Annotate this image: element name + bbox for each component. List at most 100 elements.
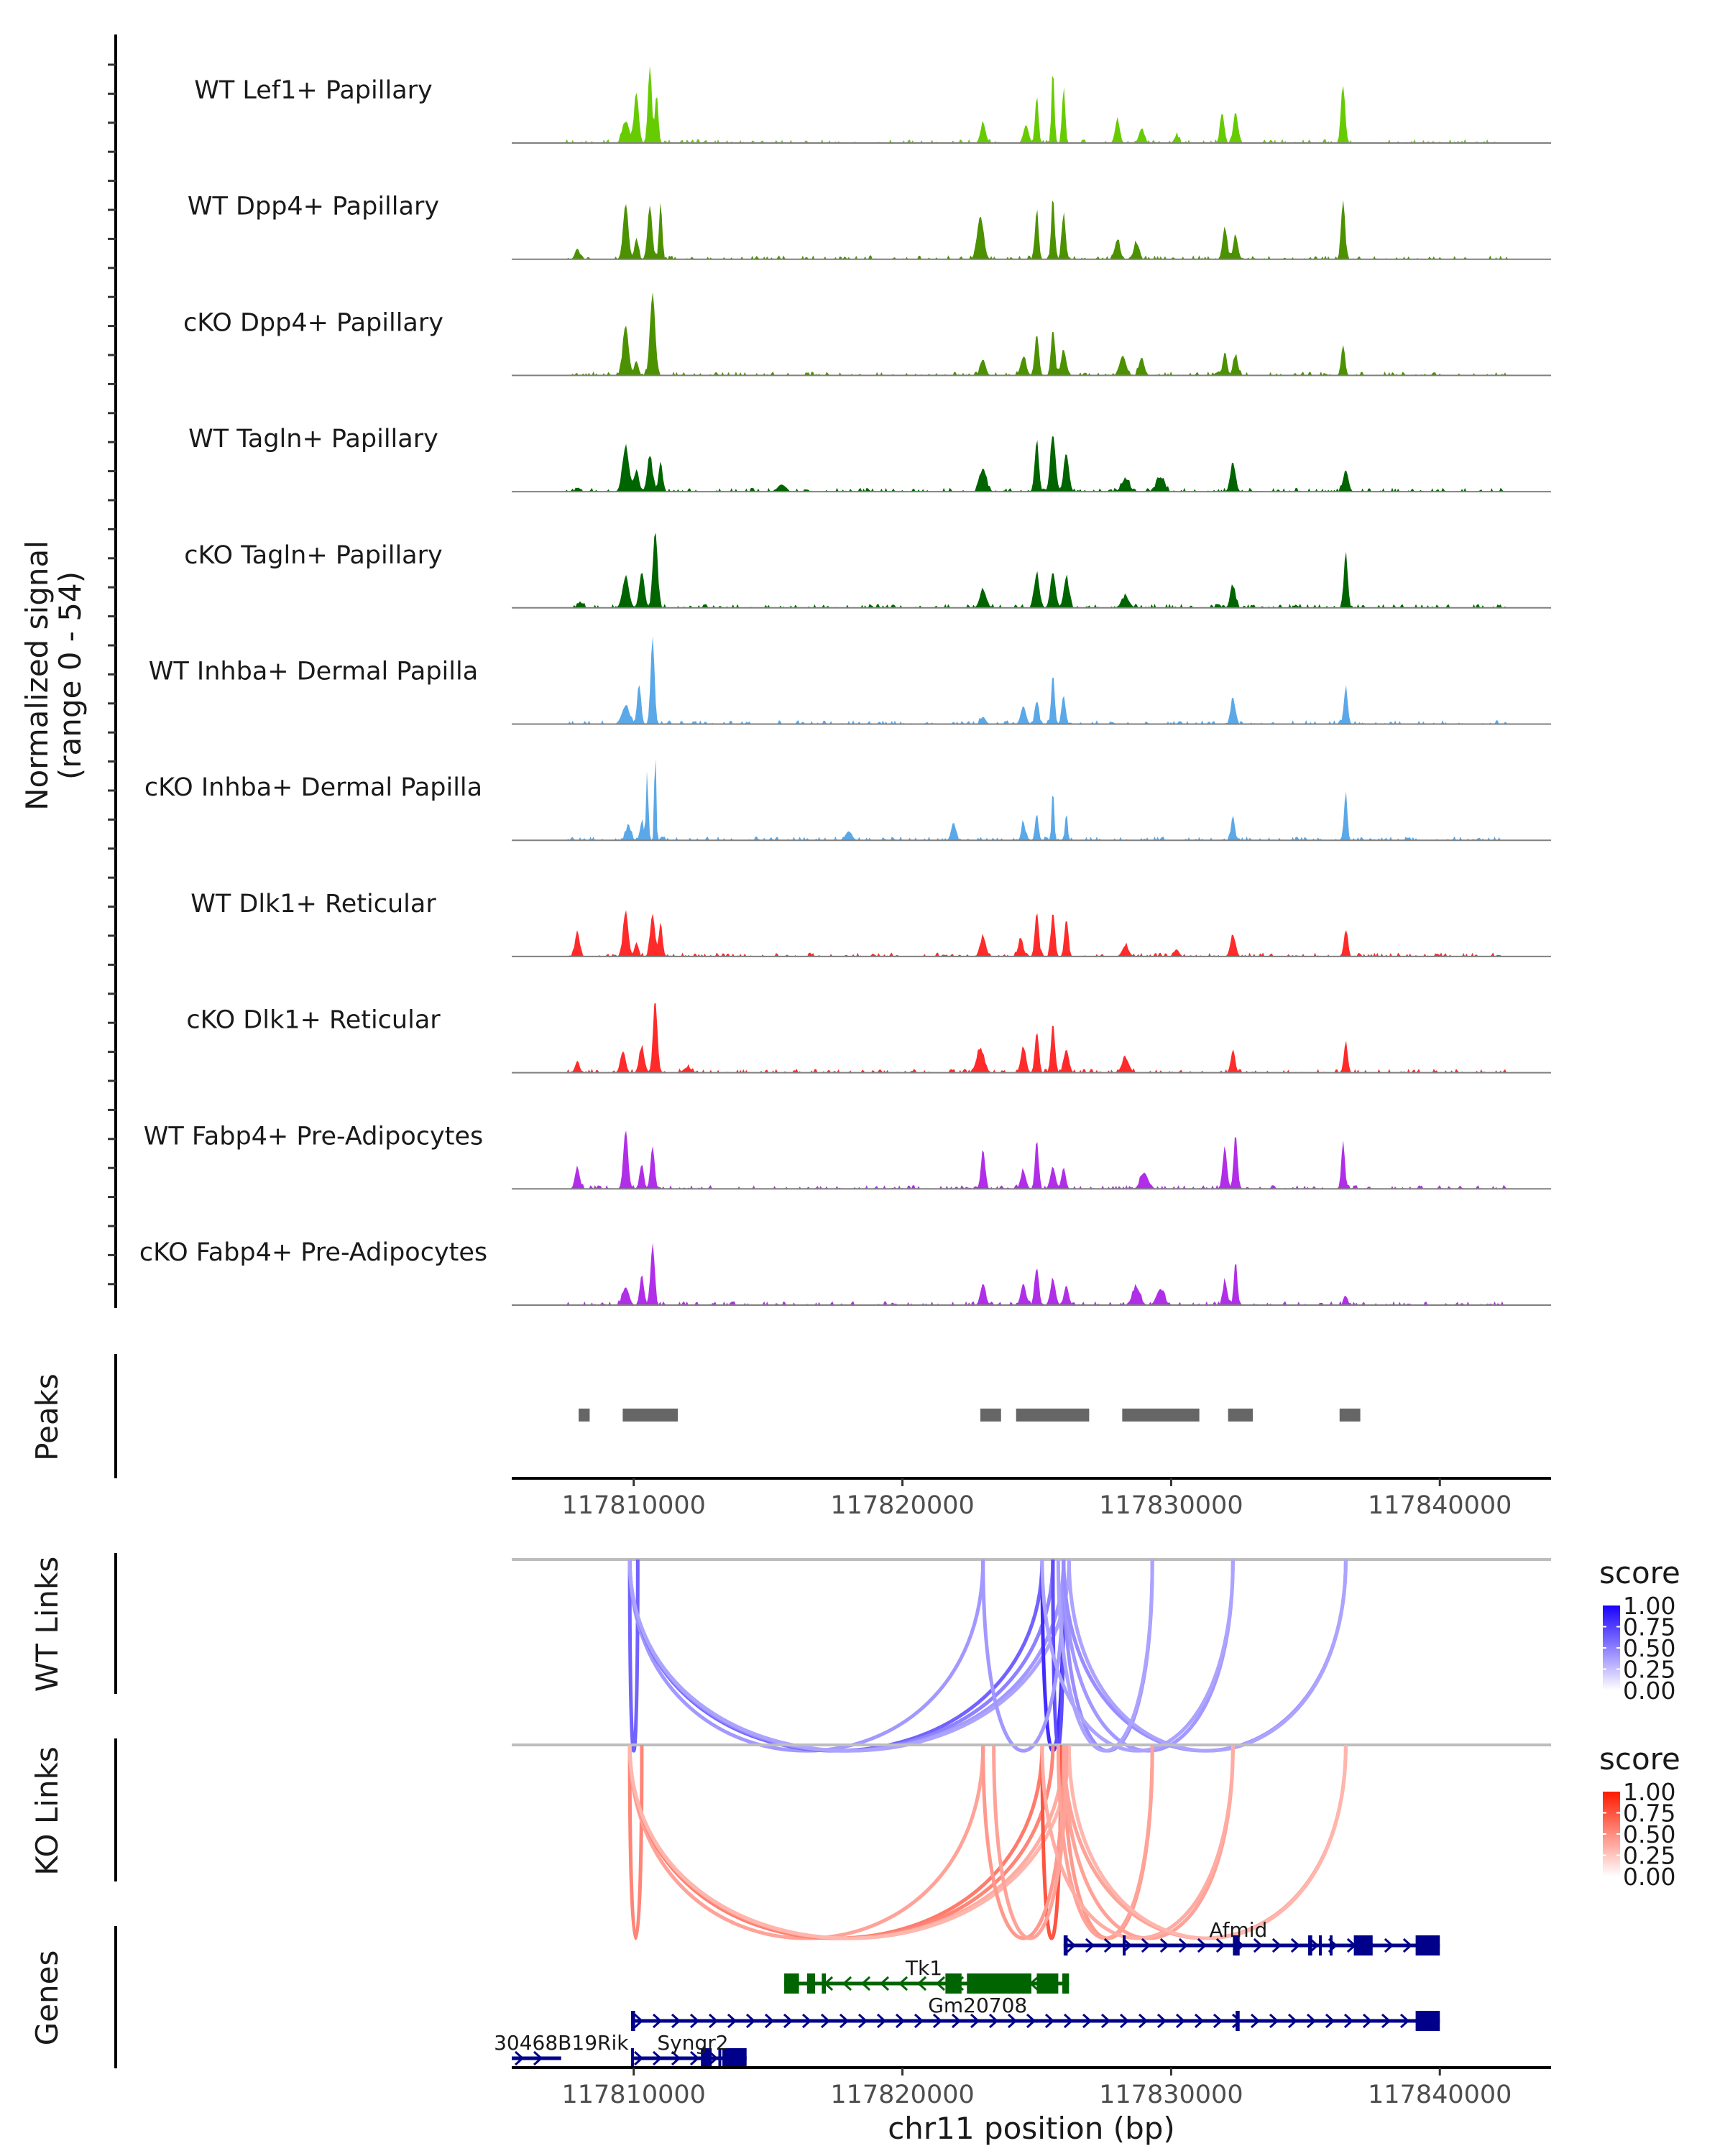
strand-arrow-icon xyxy=(1271,1938,1282,1953)
x-tick-label: 117830000 xyxy=(1099,1491,1243,1520)
signal-track: WT Fabp4+ Pre-Adipocytes xyxy=(144,1122,1551,1190)
genes-panel-label: Genes xyxy=(29,1950,65,2046)
link-arc xyxy=(627,1559,1066,1753)
signal-track: cKO Tagln+ Papillary xyxy=(184,533,1551,609)
signal-track: WT Inhba+ Dermal Papilla xyxy=(149,636,1551,725)
peak-region xyxy=(1122,1409,1200,1422)
x-axis-label: chr11 position (bp) xyxy=(888,2111,1175,2146)
strand-arrow-icon xyxy=(1138,2013,1149,2029)
legend-tick-label: 0.75 xyxy=(1623,1613,1675,1641)
signal-area xyxy=(512,292,1551,376)
strand-arrow-icon xyxy=(727,2013,737,2029)
x-tick-label: 117840000 xyxy=(1368,2081,1512,2109)
link-arc xyxy=(1040,1559,1235,1753)
track-label: WT Inhba+ Dermal Papilla xyxy=(149,658,478,686)
strand-arrow-icon xyxy=(689,2050,700,2066)
legend-tick-label: 0.50 xyxy=(1623,1634,1675,1662)
signal-track: cKO Inhba+ Dermal Papilla xyxy=(144,759,1551,842)
strand-arrow-icon xyxy=(1399,2013,1410,2029)
strand-arrow-icon xyxy=(1194,2013,1205,2029)
strand-arrow-icon xyxy=(1007,2013,1018,2029)
signal-area xyxy=(512,1003,1551,1073)
link-arc xyxy=(627,1559,985,1753)
strand-arrow-icon xyxy=(1178,1938,1189,1953)
link-arc xyxy=(627,1744,1071,1940)
x-tick-label: 117830000 xyxy=(1099,2081,1243,2109)
gene-model: 30468B19Rik xyxy=(494,2031,629,2066)
signal-area xyxy=(512,533,1551,608)
signal-area xyxy=(512,759,1551,841)
signal-track: cKO Dpp4+ Papillary xyxy=(183,292,1551,377)
track-label: WT Dpp4+ Papillary xyxy=(188,193,439,221)
strand-arrow-icon xyxy=(951,2013,962,2029)
strand-arrow-icon xyxy=(1103,1938,1114,1953)
gene-exon xyxy=(1062,1973,1070,1994)
strand-arrow-icon xyxy=(1402,1938,1413,1953)
link-arc xyxy=(627,1744,985,1940)
strand-arrow-icon xyxy=(1100,2013,1111,2029)
gene-exon xyxy=(630,2048,634,2068)
strand-arrow-icon xyxy=(970,2013,980,2029)
strand-arrow-icon xyxy=(1197,1938,1208,1953)
strand-arrow-icon xyxy=(879,1976,890,1991)
strand-arrow-icon xyxy=(1066,1938,1077,1953)
strand-arrow-icon xyxy=(1269,2013,1279,2029)
gene-exon xyxy=(1236,2011,1240,2031)
link-arc xyxy=(627,1559,640,1753)
link-arc xyxy=(1062,1559,1154,1753)
signal-area xyxy=(512,1243,1551,1305)
strand-arrow-icon xyxy=(898,1976,908,1991)
signal-area xyxy=(512,1130,1551,1189)
track-label: cKO Dpp4+ Papillary xyxy=(183,308,443,337)
strand-arrow-icon xyxy=(914,2013,924,2029)
ko-links-panel-label: KO Links xyxy=(29,1746,65,1876)
wt-links-track xyxy=(512,1558,1551,1753)
gene-exon xyxy=(722,2048,747,2068)
link-arc xyxy=(1062,1744,1348,1940)
x-axis-genes: 117810000 117820000 117830000 117840000 xyxy=(512,2066,1551,2109)
track-label: cKO Tagln+ Papillary xyxy=(184,541,443,570)
link-arc xyxy=(1062,1559,1348,1753)
x-tick-label: 117840000 xyxy=(1368,1491,1512,1520)
peak-region xyxy=(1228,1409,1254,1422)
strand-arrow-icon xyxy=(1063,2013,1074,2029)
link-arc xyxy=(1040,1744,1235,1940)
legend-tick-label: 0.50 xyxy=(1623,1820,1675,1848)
strand-arrow-icon xyxy=(860,1976,871,1991)
strand-arrow-icon xyxy=(1213,2013,1223,2029)
strand-arrow-icon xyxy=(1250,2013,1261,2029)
signal-track: cKO Fabp4+ Pre-Adipocytes xyxy=(139,1238,1551,1306)
strand-arrow-icon xyxy=(633,2050,644,2066)
link-arc xyxy=(1056,1559,1154,1753)
x-tick-label: 117810000 xyxy=(562,1491,706,1520)
gene-exon xyxy=(967,1973,1031,1994)
legend-tick-label: 0.00 xyxy=(1623,1863,1675,1891)
strand-arrow-icon xyxy=(764,2013,775,2029)
gene-label: Afmid xyxy=(1209,1918,1267,1942)
strand-arrow-icon xyxy=(1290,1938,1301,1953)
gene-exon xyxy=(1415,1935,1440,1955)
ko-links-legend: score 1.000.750.500.250.00 xyxy=(1599,1741,1680,1891)
signal-y-label: Normalized signal (range 0 - 54) xyxy=(19,540,88,811)
signal-track: cKO Dlk1+ Reticular xyxy=(186,1003,1551,1074)
gene-exon xyxy=(630,2011,635,2031)
gene-label: Gm20708 xyxy=(928,1994,1027,2017)
link-arc xyxy=(981,1744,1066,1940)
strand-arrow-icon xyxy=(1362,2013,1373,2029)
strand-arrow-icon xyxy=(708,2013,719,2029)
signal-track: WT Lef1+ Papillary xyxy=(194,65,1551,144)
gene-label: Tk1 xyxy=(905,1956,942,1980)
strand-arrow-icon xyxy=(1309,1938,1320,1953)
wt-links-panel-label: WT Links xyxy=(29,1557,65,1692)
x-axis-peaks: 117810000 117820000 117830000 117840000 xyxy=(512,1477,1551,1520)
strand-arrow-icon xyxy=(932,2013,943,2029)
y-label-line-2: (range 0 - 54) xyxy=(52,571,88,780)
track-label: cKO Inhba+ Dermal Papilla xyxy=(144,773,482,802)
strand-arrow-icon xyxy=(1325,2013,1335,2029)
peak-region xyxy=(622,1409,678,1422)
x-tick-label: 117820000 xyxy=(830,1491,974,1520)
strand-arrow-icon xyxy=(1085,1938,1095,1953)
track-label: WT Tagln+ Papillary xyxy=(188,425,438,453)
signal-track: WT Dlk1+ Reticular xyxy=(190,890,1551,957)
